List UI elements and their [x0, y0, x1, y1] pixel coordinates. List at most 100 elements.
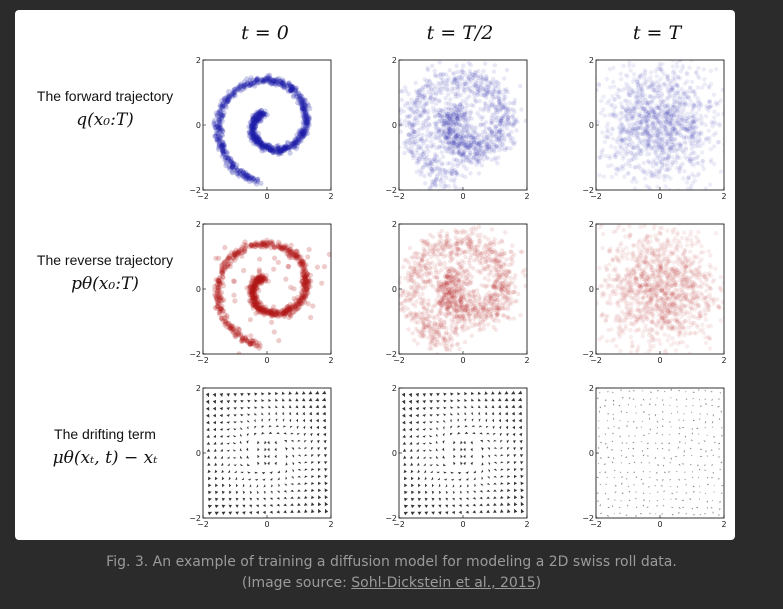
sample-point [231, 160, 237, 166]
sample-point [437, 298, 443, 303]
sample-point [639, 93, 645, 99]
sample-point [670, 104, 676, 110]
sample-point [625, 130, 630, 135]
sample-point [248, 333, 254, 339]
sample-point [446, 115, 451, 120]
sample-point [236, 250, 242, 256]
sample-point [259, 306, 265, 312]
sample-point [600, 130, 605, 135]
sample-point [431, 284, 436, 289]
sample-point [281, 243, 288, 249]
sample-point [442, 121, 447, 126]
sample-point [252, 292, 258, 298]
sample-point [233, 88, 239, 95]
sample-point [639, 52, 643, 55]
sample-point [464, 109, 470, 114]
sample-point [461, 140, 467, 145]
sample-point [415, 90, 420, 95]
sample-point [500, 113, 506, 119]
sample-point [691, 119, 697, 125]
sample-point [648, 79, 654, 84]
sample-point [493, 124, 499, 129]
sample-point [214, 113, 220, 119]
sample-point [683, 146, 689, 151]
sample-point [652, 95, 658, 100]
sample-point [618, 151, 623, 157]
sample-point [471, 73, 477, 78]
sample-point [262, 307, 268, 313]
sample-point [456, 122, 462, 128]
sample-point [427, 123, 432, 128]
sample-point [665, 161, 671, 166]
sample-point [429, 63, 435, 68]
sample-point [470, 312, 476, 317]
sample-point [291, 143, 297, 149]
sample-point [627, 142, 632, 147]
sample-point [674, 142, 679, 147]
sample-point [624, 144, 630, 149]
sample-point [645, 117, 650, 122]
sample-point [212, 133, 218, 139]
sample-point [456, 150, 461, 155]
sample-point [422, 249, 427, 255]
sample-point [624, 113, 630, 119]
sample-point [678, 163, 684, 168]
sample-point [638, 147, 644, 153]
sample-point [465, 278, 471, 283]
sample-point [288, 87, 294, 93]
sample-point [275, 142, 281, 148]
sample-point [674, 130, 679, 136]
sample-point [219, 98, 225, 104]
sample-point [626, 117, 631, 122]
sample-point [284, 307, 290, 313]
sample-point [223, 149, 229, 155]
sample-point [672, 82, 678, 88]
sample-point [426, 115, 431, 121]
sample-point [253, 114, 259, 120]
sample-point [630, 88, 635, 93]
sample-point [297, 258, 303, 265]
sample-point [300, 295, 306, 301]
sample-point [659, 108, 664, 113]
sample-point [485, 145, 490, 151]
sample-point [219, 143, 226, 149]
sample-point [232, 252, 238, 258]
sample-point [661, 148, 666, 154]
sample-point [674, 60, 679, 66]
sample-point [261, 312, 267, 318]
sample-point [219, 270, 225, 276]
sample-point [449, 166, 455, 171]
sample-point [486, 145, 491, 150]
sample-point [260, 143, 266, 150]
sample-point [262, 244, 268, 250]
sample-point [300, 272, 306, 278]
sample-point [432, 342, 438, 348]
sample-point [503, 110, 509, 115]
sample-point [288, 88, 294, 94]
sample-point [441, 303, 446, 308]
sample-point [662, 82, 667, 87]
sample-point [690, 134, 695, 139]
sample-point [479, 255, 484, 260]
sample-point [444, 242, 449, 247]
sample-point [497, 89, 503, 94]
sample-point [444, 111, 449, 116]
sample-point [250, 115, 256, 121]
sample-point [436, 119, 441, 124]
sample-point [651, 88, 656, 93]
sample-point [651, 145, 657, 150]
sample-point [690, 125, 695, 131]
sample-point [255, 117, 261, 123]
sample-point [251, 341, 257, 347]
sample-point [255, 176, 261, 182]
sample-point [471, 155, 477, 160]
sample-point [288, 242, 294, 248]
sample-point [300, 280, 306, 286]
sample-point [643, 128, 648, 134]
sample-point [456, 119, 461, 124]
sample-point [644, 183, 649, 189]
sample-point [511, 142, 517, 147]
sample-point [684, 70, 689, 76]
sample-point [252, 338, 258, 344]
sample-point [258, 77, 265, 83]
